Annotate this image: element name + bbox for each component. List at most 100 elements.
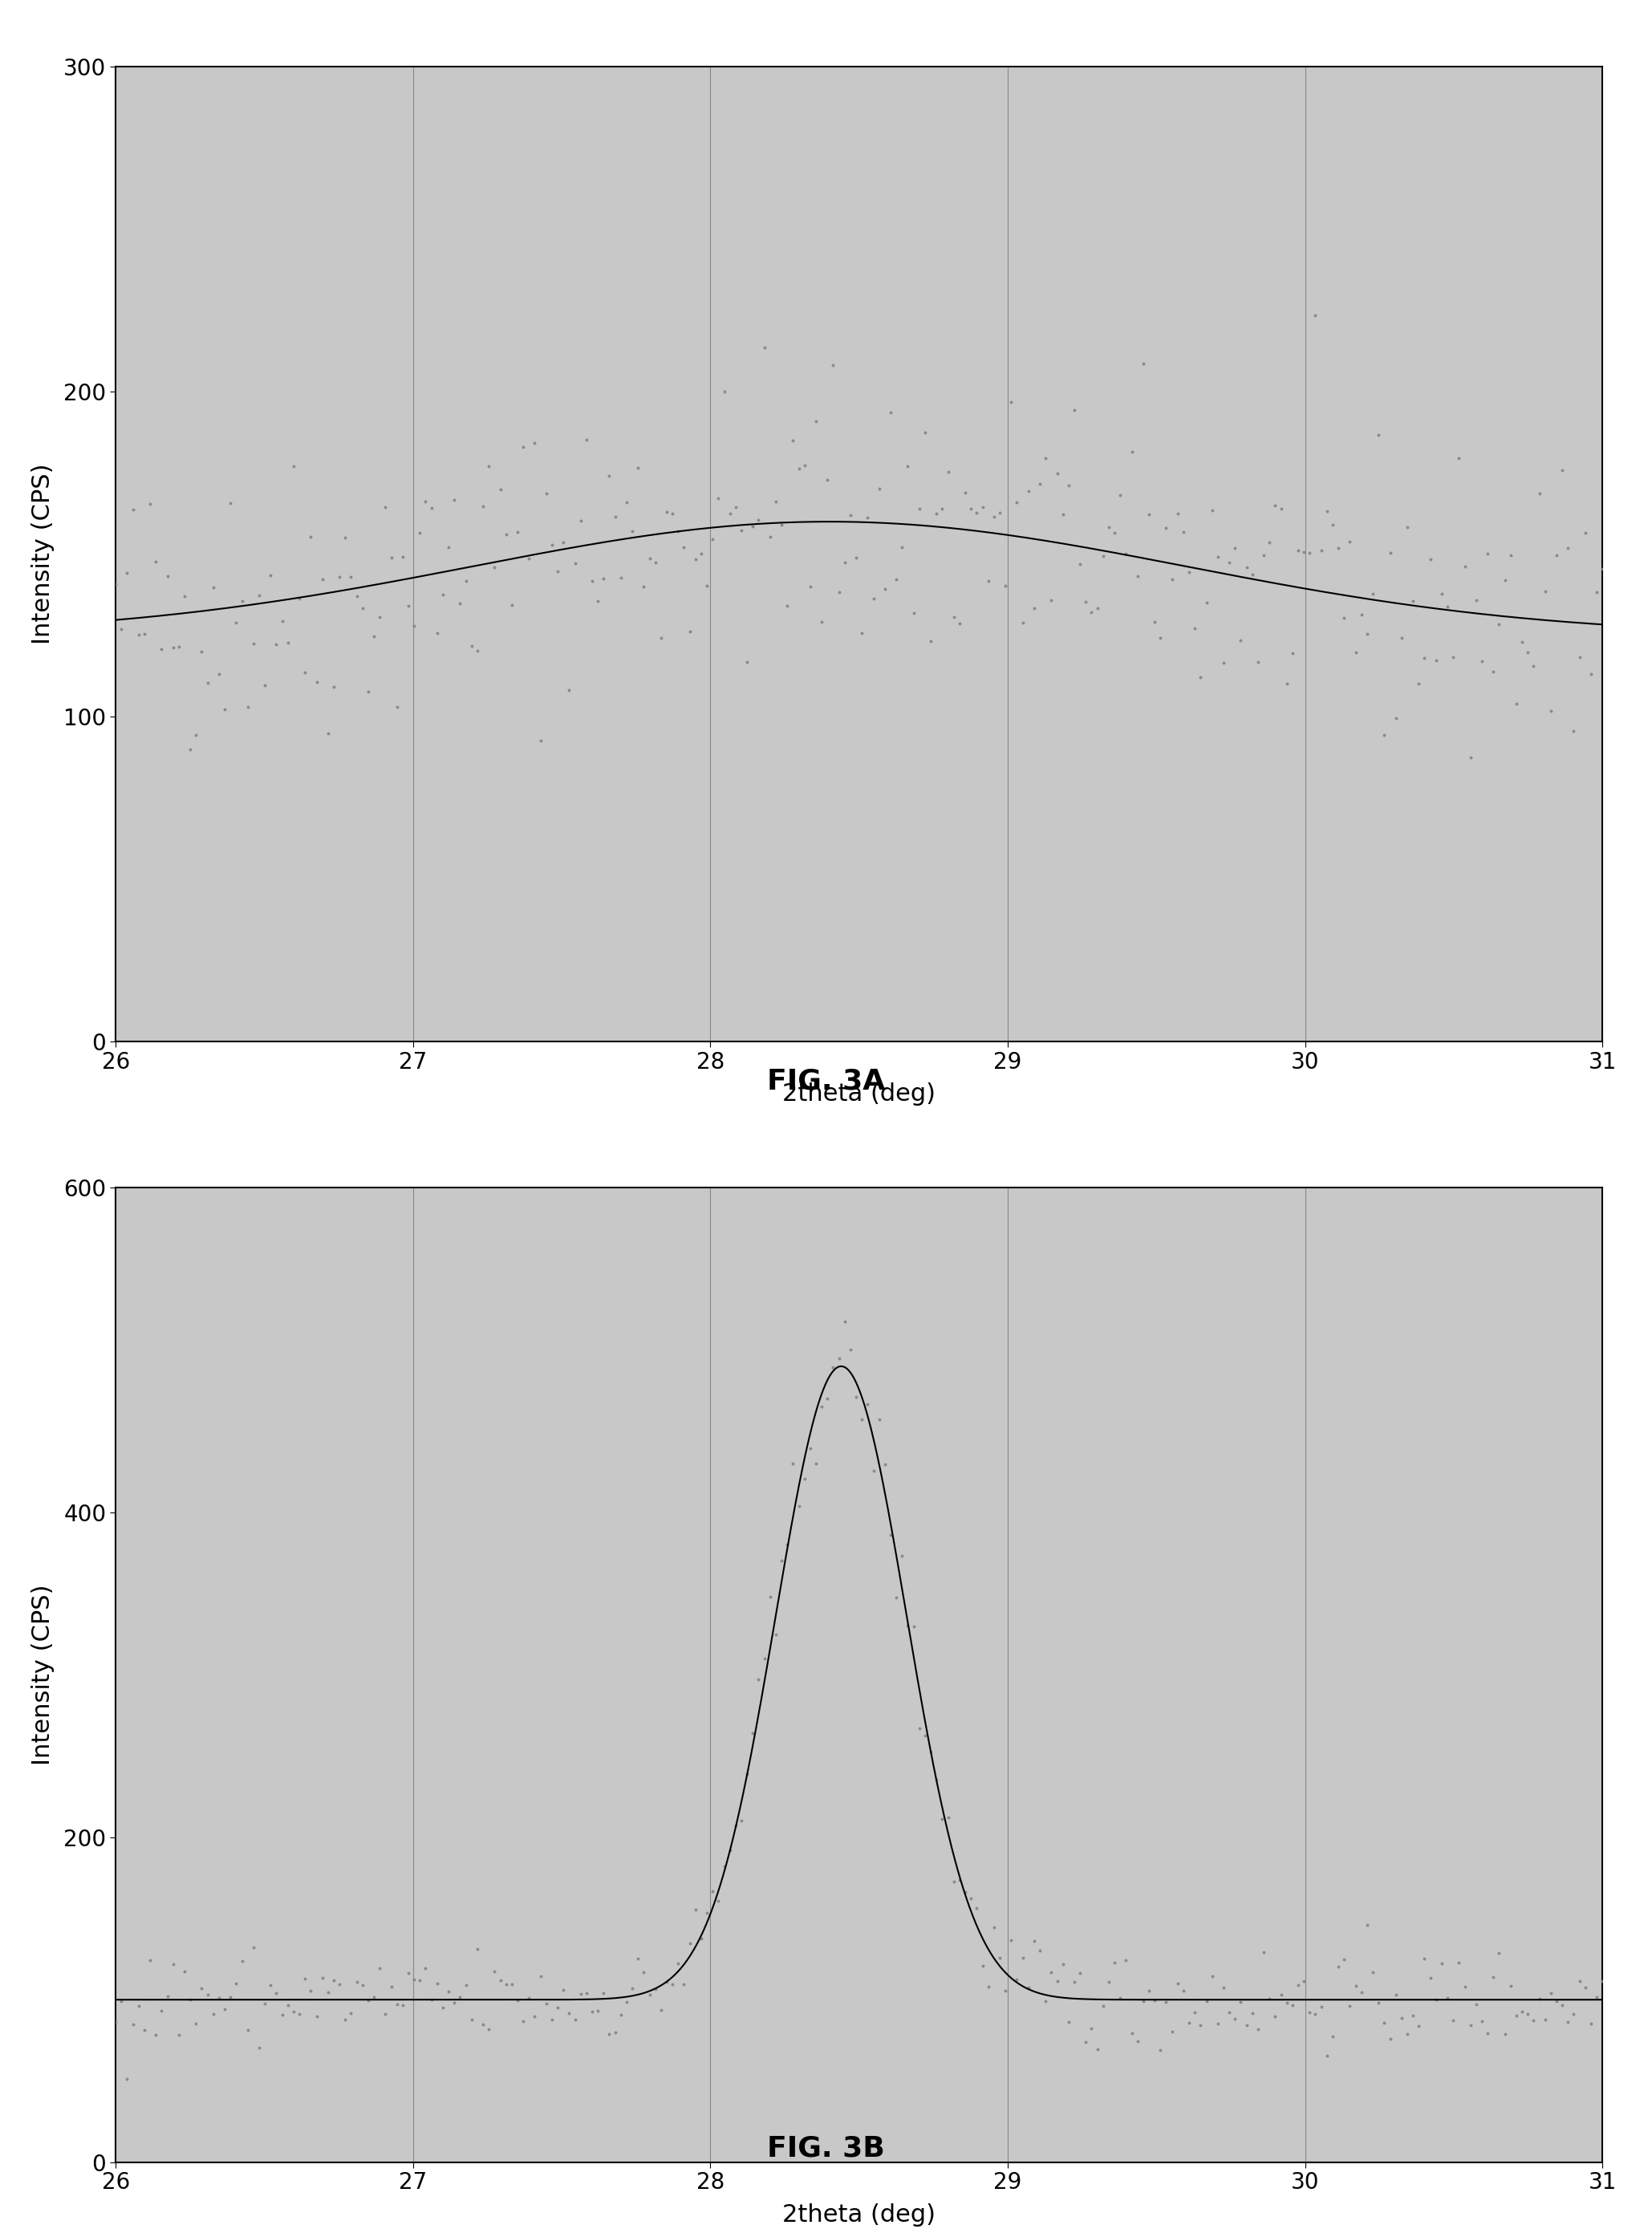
Point — [177, 731, 203, 767]
Point — [154, 1979, 180, 2015]
Point — [297, 1973, 324, 2008]
Point — [344, 1964, 370, 1999]
Point — [1394, 2017, 1421, 2053]
Point — [292, 1962, 319, 1997]
Point — [269, 1997, 296, 2033]
Point — [281, 448, 307, 484]
Point — [240, 626, 266, 662]
Point — [1469, 644, 1495, 680]
Point — [1165, 495, 1191, 531]
Point — [487, 473, 514, 508]
Point — [1102, 1946, 1128, 1982]
Point — [1550, 452, 1576, 488]
Point — [309, 1959, 335, 1995]
Point — [206, 1979, 233, 2015]
Point — [154, 559, 180, 595]
X-axis label: 2theta (deg): 2theta (deg) — [783, 1083, 935, 1106]
Point — [165, 629, 192, 664]
Point — [1492, 562, 1518, 597]
Point — [861, 580, 887, 615]
Point — [1285, 533, 1312, 568]
Point — [1125, 2024, 1151, 2060]
Point — [1365, 417, 1391, 452]
Point — [258, 557, 284, 593]
Point — [819, 348, 846, 383]
Point — [1325, 531, 1351, 566]
Point — [137, 1941, 164, 1977]
Point — [1566, 1964, 1593, 1999]
Point — [1153, 1984, 1180, 2019]
Point — [534, 1986, 560, 2022]
Point — [1578, 658, 1604, 693]
Point — [545, 1990, 572, 2026]
Point — [671, 1966, 697, 2002]
Point — [1056, 468, 1082, 504]
Point — [165, 2017, 192, 2053]
Point — [786, 450, 813, 486]
Point — [775, 1527, 801, 1563]
Point — [211, 691, 238, 727]
Point — [1095, 510, 1122, 546]
Point — [1044, 1964, 1070, 1999]
Point — [676, 613, 702, 649]
Point — [131, 615, 157, 651]
Point — [1508, 1993, 1535, 2028]
Point — [413, 1950, 439, 1986]
Point — [590, 559, 616, 595]
Point — [1102, 515, 1128, 551]
Point — [900, 1607, 927, 1643]
Point — [195, 664, 221, 700]
Point — [1153, 510, 1180, 546]
Point — [425, 1966, 451, 2002]
Point — [1044, 457, 1070, 493]
Point — [947, 1861, 973, 1897]
Point — [1176, 2004, 1203, 2040]
Point — [149, 1993, 175, 2028]
Point — [1084, 591, 1110, 626]
Point — [975, 1968, 1001, 2004]
Point — [1452, 548, 1479, 584]
Point — [912, 415, 938, 450]
Point — [1274, 1984, 1300, 2019]
Point — [418, 1982, 444, 2017]
Point — [1464, 1986, 1490, 2022]
Point — [378, 1968, 405, 2004]
Point — [183, 2006, 210, 2042]
Point — [1142, 1982, 1168, 2017]
Point — [912, 1719, 938, 1754]
Point — [258, 1968, 284, 2004]
Point — [263, 1975, 289, 2011]
Point — [659, 1966, 686, 2002]
Point — [682, 542, 709, 577]
Point — [1251, 537, 1277, 573]
Point — [251, 1986, 278, 2022]
Point — [768, 1542, 795, 1578]
Point — [504, 1982, 530, 2017]
Point — [970, 1948, 996, 1984]
Point — [636, 542, 662, 577]
Point — [826, 575, 852, 611]
Point — [367, 1950, 393, 1986]
Point — [796, 1431, 823, 1467]
Point — [149, 631, 175, 666]
Text: FIG. 3B: FIG. 3B — [767, 2135, 885, 2162]
Point — [1199, 493, 1226, 528]
Point — [601, 2015, 628, 2051]
Point — [1573, 515, 1599, 551]
Point — [1475, 535, 1502, 571]
Point — [206, 655, 233, 691]
Point — [177, 1982, 203, 2017]
Point — [337, 1995, 363, 2031]
Point — [1199, 1959, 1226, 1995]
Point — [1434, 1979, 1460, 2015]
Point — [717, 1832, 743, 1868]
Point — [372, 490, 398, 526]
Point — [137, 486, 164, 522]
Point — [786, 1489, 813, 1525]
Point — [1216, 544, 1242, 580]
Point — [1061, 392, 1087, 428]
Point — [1336, 524, 1363, 559]
Point — [1072, 2024, 1099, 2060]
Point — [740, 508, 767, 544]
Point — [1348, 597, 1374, 633]
